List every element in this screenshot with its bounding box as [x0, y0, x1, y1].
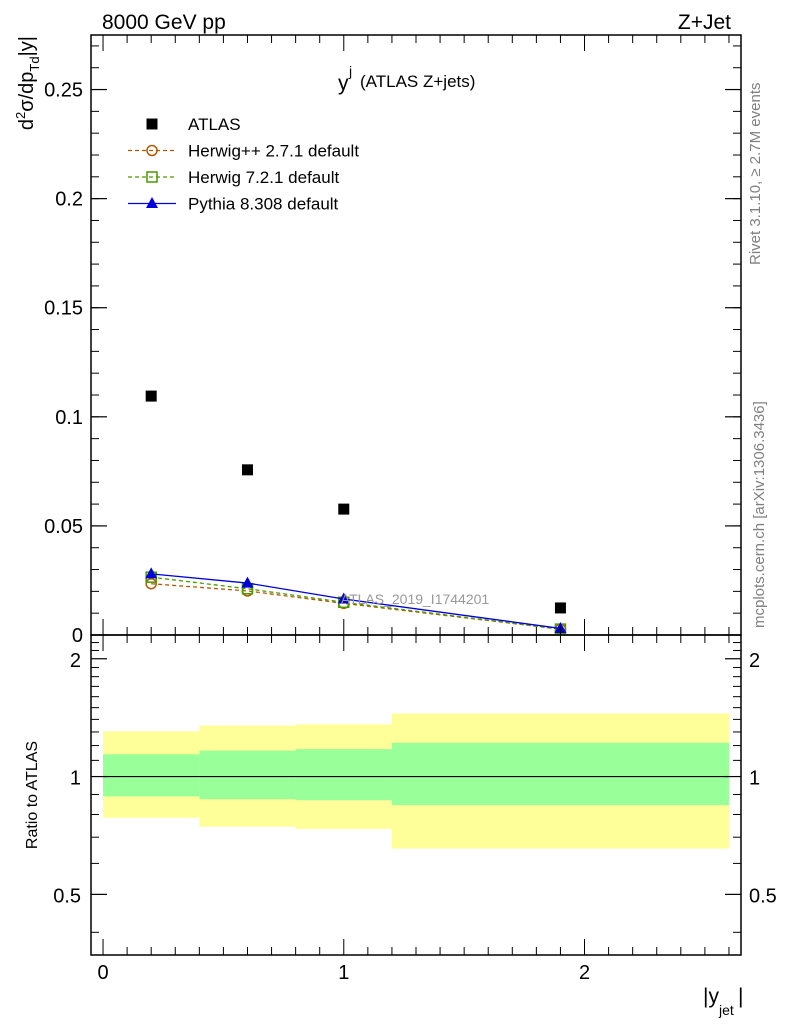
data-point-atlas — [338, 503, 350, 515]
y-axis-label-ratio: Ratio to ATLAS — [24, 741, 41, 849]
ratio-tick-label-right: 1 — [749, 768, 760, 790]
series-line-herwig7 — [151, 576, 561, 630]
data-point-pythia — [337, 592, 350, 604]
ratio-panel-frame — [90, 634, 742, 956]
x-axis-label: |y jet | — [703, 985, 743, 1018]
ratio-tick-label: 0.5 — [53, 885, 81, 907]
y-axis-label-main: d2σ/dpTd|y| — [13, 36, 42, 130]
ratio-band-inner — [103, 754, 200, 797]
analysis-watermark: ATLAS_2019_I1744201 — [341, 591, 490, 607]
legend-label-atlas: ATLAS — [188, 115, 241, 134]
y-tick-label: 0.05 — [44, 516, 83, 538]
data-point-pythia — [145, 567, 158, 579]
rivet-version-label: Rivet 3.1.10, ≥ 2.7M events — [747, 83, 764, 266]
legend-label-pythia: Pythia 8.308 default — [188, 195, 339, 214]
x-tick-label: 1 — [338, 962, 349, 984]
legend-marker-atlas — [146, 118, 158, 130]
legend-marker-pythia — [146, 197, 158, 208]
plot-title: y j (ATLAS Z+jets) — [338, 63, 475, 95]
series-line-pythia — [151, 573, 561, 630]
ratio-tick-label-right: 2 — [749, 650, 760, 672]
ratio-ticks-group: 0.5 0.5 1 1 2 2 — [53, 642, 777, 933]
data-point-atlas — [145, 390, 157, 402]
y-tick-label: 0.15 — [44, 298, 83, 320]
svg-text:|y: |y — [703, 985, 719, 1008]
svg-text:d2σ/dpTd|y|: d2σ/dpTd|y| — [13, 36, 42, 130]
plot-title-sub: (ATLAS Z+jets) — [360, 72, 475, 91]
x-tick-label: 0 — [97, 962, 108, 984]
data-point-herwigpp — [145, 577, 157, 590]
legend-label-herwigpp: Herwig++ 2.7.1 default — [188, 142, 359, 161]
ratio-bands-group — [103, 713, 729, 849]
data-point-atlas — [554, 602, 566, 614]
y-tick-label: 0 — [72, 625, 83, 647]
ratio-band-inner — [391, 742, 729, 806]
data-point-pythia — [241, 576, 254, 588]
mcplots-reference-label: mcplots.cern.ch [arXiv:1306.3436] — [751, 401, 768, 628]
ratio-tick-label: 2 — [70, 650, 81, 672]
header-process-label: Z+Jet — [678, 11, 731, 34]
y-tick-label: 0.2 — [55, 189, 83, 211]
ratio-tick-label: 1 — [70, 768, 81, 790]
ratio-tick-label-right: 0.5 — [749, 885, 777, 907]
legend-marker-herwigpp — [146, 144, 158, 157]
legend-marker-herwig7 — [146, 171, 158, 183]
svg-text:|: | — [738, 985, 743, 1008]
legend-label-herwig7: Herwig 7.2.1 default — [188, 168, 339, 187]
plot-title-sup: j — [348, 63, 352, 79]
legend: ATLAS Herwig++ 2.7.1 default Herwig 7.2.1 … — [128, 115, 359, 214]
main-ticks-group: 0 0.05 0.1 0.15 0.2 0.25 0 1 2 — [44, 35, 741, 984]
y-tick-label: 0.1 — [55, 407, 83, 429]
ratio-band-inner — [295, 749, 392, 801]
header-energy-label: 8000 GeV pp — [102, 11, 226, 34]
plot-title-main: y — [338, 72, 349, 95]
data-point-atlas — [241, 464, 253, 476]
y-tick-label: 0.25 — [44, 80, 83, 102]
ratio-band-inner — [199, 750, 296, 800]
svg-text:jet: jet — [718, 1002, 734, 1018]
x-tick-label: 2 — [579, 962, 590, 984]
